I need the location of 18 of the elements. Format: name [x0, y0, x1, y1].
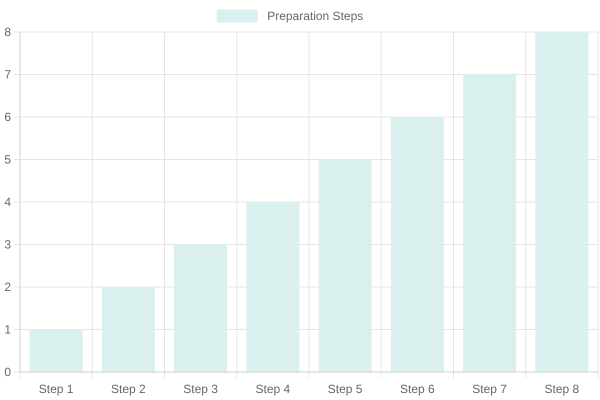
x-tick-label: Step 8 — [544, 382, 580, 396]
y-tick-label: 2 — [4, 280, 12, 294]
y-tick-label: 6 — [4, 110, 12, 124]
y-tick-label: 1 — [4, 322, 12, 337]
x-tick-label: Step 7 — [472, 382, 508, 396]
x-tick-label: Step 6 — [400, 382, 436, 396]
y-tick-label: 5 — [4, 152, 12, 167]
y-tick-label: 8 — [4, 25, 12, 40]
legend-label: Preparation Steps — [267, 9, 364, 24]
y-tick-label: 3 — [4, 238, 12, 252]
y-tick-label: 4 — [4, 195, 12, 210]
x-tick-label: Step 1 — [38, 382, 74, 396]
y-tick-label: 0 — [4, 365, 12, 380]
x-tick-label: Step 2 — [111, 382, 146, 396]
x-tick-label: Step 3 — [183, 382, 218, 396]
x-tick-label: Step 5 — [328, 382, 363, 396]
x-tick-label: Step 4 — [256, 382, 291, 396]
y-tick-label: 7 — [4, 68, 12, 82]
